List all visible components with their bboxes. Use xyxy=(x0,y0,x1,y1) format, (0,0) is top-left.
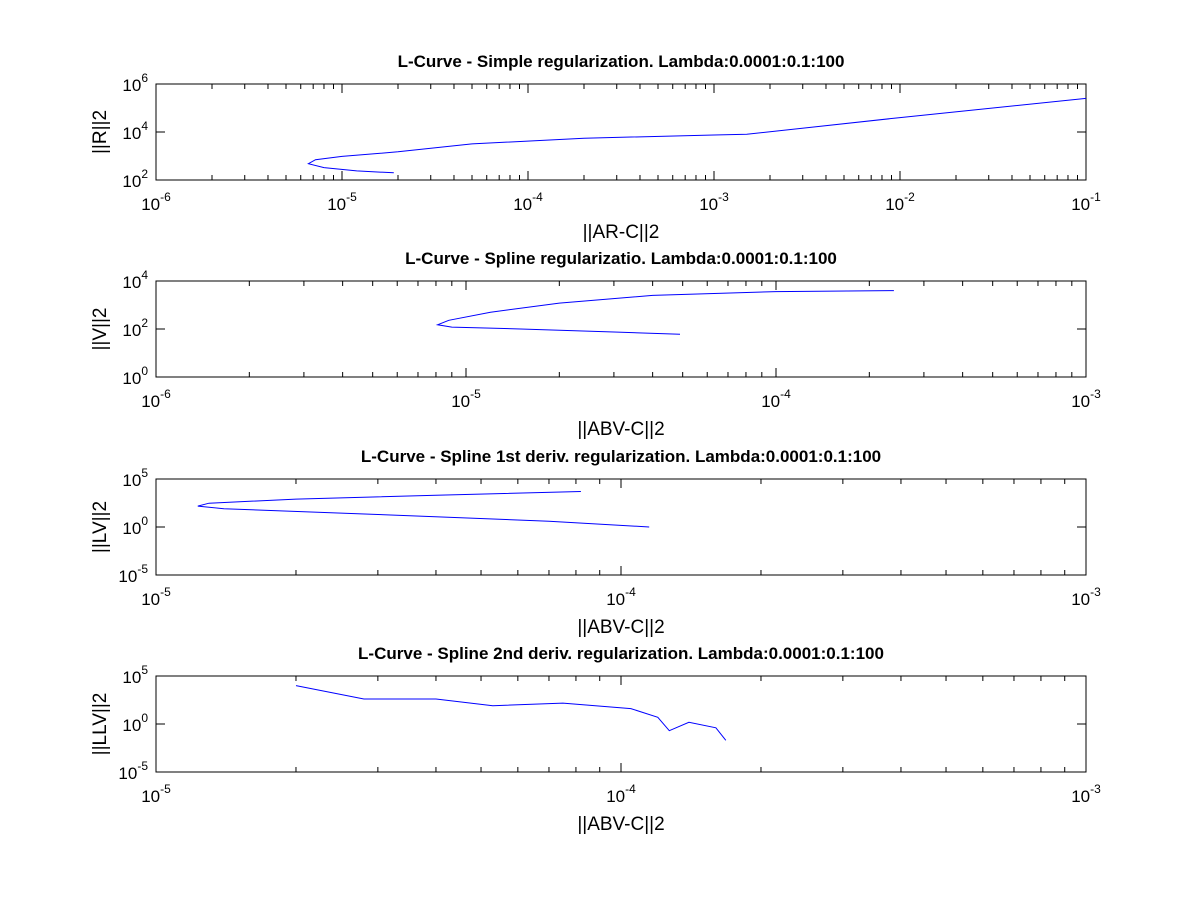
y-tick-label: 105 xyxy=(122,466,148,490)
x-tick-label: 10-3 xyxy=(1071,387,1101,411)
x-tick-label: 10-6 xyxy=(141,387,171,411)
y-axis-label: ||LLV||2 xyxy=(90,693,111,756)
series-line xyxy=(197,491,650,528)
axes-spline-1st-deriv-regularization: L-Curve - Spline 1st deriv. regularizati… xyxy=(90,447,1101,638)
x-tick-label: 10-4 xyxy=(513,190,543,214)
x-tick-label: 10-5 xyxy=(141,585,171,609)
y-tick-label: 102 xyxy=(122,316,148,340)
y-tick-label: 10-5 xyxy=(118,562,148,586)
axes-spline-regularization: L-Curve - Spline regularizatio. Lambda:0… xyxy=(90,249,1101,440)
axes-spline-2nd-deriv-regularization: L-Curve - Spline 2nd deriv. regularizati… xyxy=(90,644,1101,835)
chart-title: L-Curve - Spline 2nd deriv. regularizati… xyxy=(358,644,884,663)
chart-title: L-Curve - Spline regularizatio. Lambda:0… xyxy=(405,249,837,268)
x-tick-label: 10-4 xyxy=(761,387,791,411)
series-line xyxy=(307,97,1087,174)
axes-simple-regularization: L-Curve - Simple regularization. Lambda:… xyxy=(90,52,1101,243)
x-axis-label: ||ABV-C||2 xyxy=(577,419,664,440)
x-tick-label: 10-5 xyxy=(141,782,171,806)
x-axis-label: ||ABV-C||2 xyxy=(577,814,664,835)
x-tick-label: 10-4 xyxy=(606,782,636,806)
x-axis-label: ||ABV-C||2 xyxy=(577,617,664,638)
y-tick-label: 10-5 xyxy=(118,759,148,783)
chart-title: L-Curve - Spline 1st deriv. regularizati… xyxy=(361,447,881,466)
y-tick-label: 104 xyxy=(122,119,148,143)
x-tick-label: 10-5 xyxy=(327,190,357,214)
y-tick-label: 106 xyxy=(122,71,148,95)
x-axis-label: ||AR-C||2 xyxy=(583,222,660,243)
y-axis-label: ||LV||2 xyxy=(90,501,111,553)
x-tick-label: 10-3 xyxy=(1071,782,1101,806)
x-tick-label: 10-4 xyxy=(606,585,636,609)
y-axis-label: ||R||2 xyxy=(90,110,111,154)
series-line xyxy=(435,290,894,335)
x-tick-label: 10-2 xyxy=(885,190,915,214)
chart-title: L-Curve - Simple regularization. Lambda:… xyxy=(398,52,845,71)
x-tick-label: 10-3 xyxy=(699,190,729,214)
x-tick-label: 10-3 xyxy=(1071,585,1101,609)
series-line xyxy=(295,685,727,741)
x-tick-label: 10-5 xyxy=(451,387,481,411)
y-tick-label: 100 xyxy=(122,711,148,735)
y-tick-label: 102 xyxy=(122,167,148,191)
y-tick-label: 105 xyxy=(122,663,148,687)
y-tick-label: 100 xyxy=(122,514,148,538)
y-axis-label: ||V||2 xyxy=(90,308,111,351)
y-tick-label: 100 xyxy=(122,364,148,388)
x-tick-label: 10-6 xyxy=(141,190,171,214)
x-tick-label: 10-1 xyxy=(1071,190,1101,214)
y-tick-label: 104 xyxy=(122,268,148,292)
